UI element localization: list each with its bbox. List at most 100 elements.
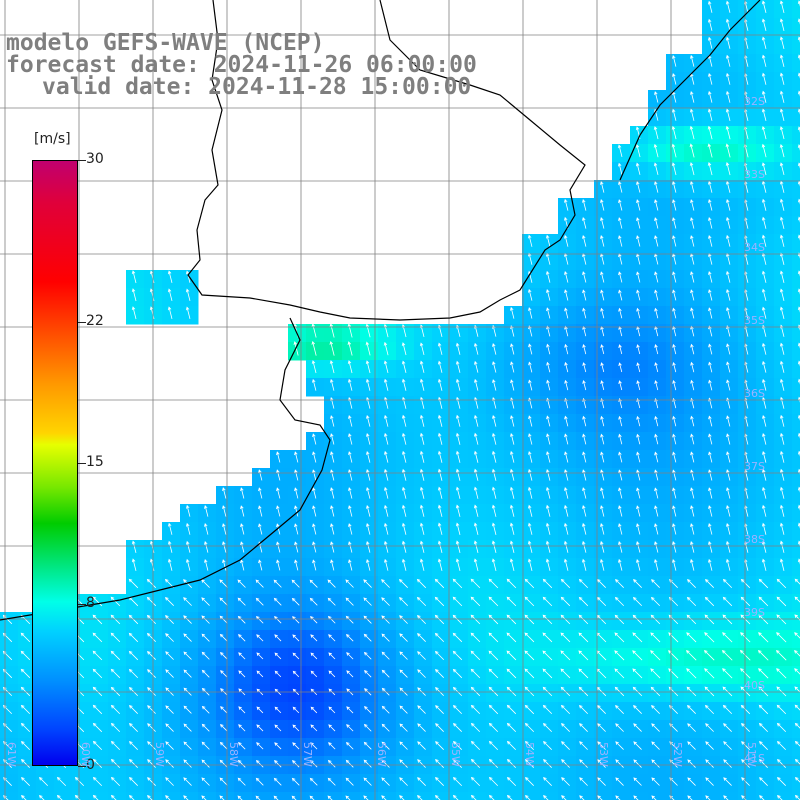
wind-arrow: [292, 742, 300, 750]
wind-arrow: [201, 633, 210, 642]
wind-arrow: [654, 362, 659, 373]
wind-cell: [54, 792, 73, 800]
wind-arrow: [330, 487, 335, 499]
wind-arrow: [704, 614, 715, 625]
wind-arrow: [635, 144, 641, 158]
wind-arrow: [636, 451, 641, 463]
wind-arrow: [328, 670, 336, 678]
wind-arrow: [672, 523, 677, 535]
wind-arrow: [776, 704, 787, 715]
wind-arrow: [614, 632, 625, 643]
wind-arrow: [330, 469, 335, 481]
wind-arrow: [597, 777, 606, 786]
colorbar-tick-mark: [78, 604, 86, 606]
wind-arrow: [722, 614, 733, 625]
wind-arrow: [690, 235, 695, 247]
wind-arrow: [779, 558, 785, 571]
wind-arrow: [561, 741, 570, 750]
wind-arrow: [20, 686, 31, 697]
wind-arrow: [365, 323, 371, 338]
wind-arrow: [740, 632, 751, 643]
wind-arrow: [761, 125, 767, 140]
wind-arrow: [256, 724, 264, 732]
wind-arrow: [329, 340, 335, 356]
wind-arrow: [201, 759, 210, 768]
longitude-label: 58W: [227, 742, 240, 767]
wind-arrow: [399, 705, 408, 714]
wind-arrow: [578, 686, 589, 697]
wind-arrow: [294, 487, 299, 499]
wind-cell: [792, 18, 800, 37]
wind-arrow: [455, 360, 461, 373]
wind-arrow: [596, 596, 607, 607]
wind-cell: [792, 162, 800, 181]
wind-arrow: [345, 777, 354, 786]
wind-arrow: [510, 306, 515, 319]
wind-arrow: [167, 288, 173, 301]
wind-arrow: [636, 558, 641, 571]
wind-arrow: [452, 578, 463, 589]
wind-arrow: [726, 216, 731, 229]
wind-cell: [792, 270, 800, 289]
wind-arrow: [797, 18, 800, 25]
wind-arrow: [312, 469, 317, 481]
wind-arrow: [491, 486, 497, 499]
wind-arrow: [312, 559, 317, 571]
wind-arrow: [329, 323, 335, 338]
wind-arrow: [201, 597, 210, 606]
wind-arrow: [690, 90, 695, 103]
wind-arrow: [506, 578, 517, 589]
wind-arrow: [383, 540, 389, 553]
wind-arrow: [345, 579, 354, 588]
wind-arrow: [309, 597, 318, 606]
wind-arrow: [255, 759, 264, 768]
wind-arrow: [599, 558, 605, 571]
longitude-label: 53W: [597, 742, 610, 767]
wind-arrow: [470, 668, 481, 679]
wind-arrow: [473, 540, 479, 553]
wind-arrow: [779, 72, 785, 85]
wind-arrow: [488, 596, 499, 607]
wind-arrow: [292, 760, 300, 768]
wind-arrow: [506, 704, 517, 715]
wind-arrow: [510, 361, 515, 373]
wind-arrow: [401, 378, 407, 391]
wind-arrow: [758, 722, 769, 733]
wind-arrow: [240, 523, 245, 535]
wind-arrow: [183, 615, 192, 624]
wind-arrow: [294, 559, 299, 571]
wind-arrow: [510, 432, 515, 445]
wind-arrow: [237, 597, 246, 606]
wind-arrow: [167, 306, 173, 320]
wind-arrow: [384, 450, 389, 463]
wind-cell: [792, 486, 800, 505]
wind-arrow: [726, 198, 731, 211]
wind-arrow: [618, 307, 623, 319]
wind-arrow: [528, 450, 533, 463]
wind-arrow: [722, 632, 733, 643]
wind-arrow: [797, 126, 800, 133]
wind-arrow: [455, 432, 461, 445]
wind-arrow: [345, 615, 354, 624]
wind-arrow: [564, 487, 569, 499]
wind-arrow: [654, 558, 659, 571]
wind-arrow: [470, 776, 481, 787]
wind-arrow: [725, 108, 731, 121]
wind-arrow: [761, 36, 767, 49]
wind-arrow: [524, 650, 535, 661]
wind-arrow: [276, 451, 281, 463]
wind-arrow: [492, 379, 497, 391]
wind-arrow: [528, 288, 533, 301]
wind-cell: [792, 216, 800, 235]
wind-arrow: [311, 340, 317, 356]
wind-arrow: [686, 668, 697, 679]
wind-arrow: [491, 540, 497, 553]
wind-arrow: [473, 342, 479, 355]
wind-arrow: [597, 723, 606, 732]
wind-arrow: [201, 615, 210, 624]
latitude-label: 34S: [744, 241, 765, 254]
wind-arrow: [56, 776, 67, 787]
wind-arrow: [165, 651, 174, 660]
latitude-label: 32S: [744, 95, 765, 108]
wind-arrow: [455, 558, 461, 572]
